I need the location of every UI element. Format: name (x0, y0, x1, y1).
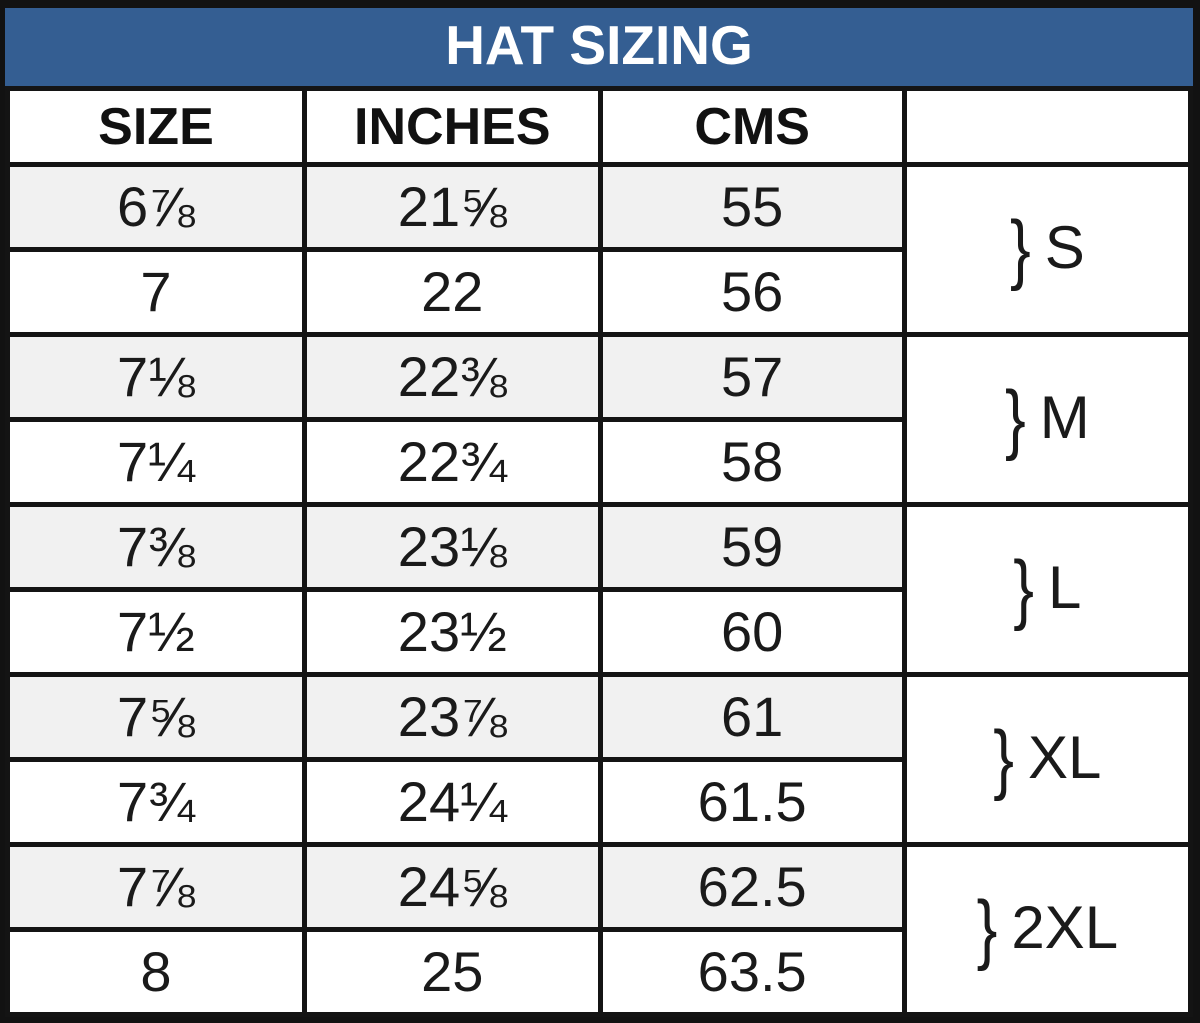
hat-sizing-table: SIZE INCHES CMS 6⅞ 21⅝ 55 } S 7 22 56 7 (5, 86, 1194, 1017)
size-cell: 7⅞ (5, 842, 307, 932)
brace-icon: } (1013, 545, 1035, 632)
table-row: 8 25 63.5 (5, 927, 1191, 1017)
size-cell: 7½ (5, 587, 307, 677)
size-cell: 7⅜ (5, 502, 307, 592)
size-group-cell-m: } M (901, 332, 1194, 507)
table-title: HAT SIZING (445, 13, 753, 76)
inches-cell: 22⅜ (301, 332, 603, 422)
size-cell: 7¾ (5, 757, 307, 847)
size-group-label: XL (1028, 723, 1102, 791)
cms-cell: 58 (597, 417, 907, 507)
brace-icon: } (1009, 205, 1031, 292)
size-group-label: 2XL (1011, 893, 1119, 961)
inches-cell: 23⅞ (301, 672, 603, 762)
size-group-cell-xl: } XL (901, 672, 1194, 847)
cms-cell: 61.5 (597, 757, 907, 847)
inches-cell: 22 (301, 247, 603, 337)
size-group-label: S (1044, 213, 1085, 281)
brace-icon: } (976, 885, 998, 972)
table-row: 7½ 23½ 60 (5, 587, 1191, 677)
inches-cell: 22¾ (301, 417, 603, 507)
table-header-row: SIZE INCHES CMS (5, 86, 1194, 167)
inches-cell: 24¼ (301, 757, 603, 847)
size-group-cell-2xl: } 2XL (901, 842, 1194, 1017)
size-group-label: M (1039, 383, 1090, 451)
cms-cell: 56 (597, 247, 907, 337)
inches-cell: 24⅝ (301, 842, 603, 932)
cms-cell: 60 (597, 587, 907, 677)
size-column-header: SIZE (5, 86, 307, 167)
size-cell: 6⅞ (5, 162, 307, 252)
cms-column-header: CMS (597, 86, 907, 167)
table-row: 7⅝ 23⅞ 61 } XL (5, 672, 1194, 847)
table-row: 7⅜ 23⅛ 59 } L (5, 502, 1194, 677)
inches-cell: 23½ (301, 587, 603, 677)
inches-cell: 25 (301, 927, 603, 1017)
group-column-header (901, 86, 1194, 167)
table-row: 7⅛ 22⅜ 57 } M (5, 332, 1194, 507)
size-group-label: L (1048, 553, 1082, 621)
size-group-cell-s: } S (901, 162, 1194, 337)
size-cell: 7 (5, 247, 307, 337)
size-cell: 8 (5, 927, 307, 1017)
table-row: 7¾ 24¼ 61.5 (5, 757, 1191, 847)
brace-icon: } (1004, 375, 1026, 462)
inches-column-header: INCHES (301, 86, 603, 167)
table-title-bar: HAT SIZING (5, 8, 1193, 86)
cms-cell: 63.5 (597, 927, 907, 1017)
cms-cell: 61 (597, 672, 907, 762)
size-cell: 7⅝ (5, 672, 307, 762)
inches-cell: 23⅛ (301, 502, 603, 592)
size-group-cell-l: } L (901, 502, 1194, 677)
cms-cell: 59 (597, 502, 907, 592)
cms-cell: 62.5 (597, 842, 907, 932)
inches-cell: 21⅝ (301, 162, 603, 252)
table-row: 7 22 56 (5, 247, 1191, 337)
table-row: 6⅞ 21⅝ 55 } S (5, 162, 1194, 337)
cms-cell: 57 (597, 332, 907, 422)
size-cell: 7⅛ (5, 332, 307, 422)
table-row: 7¼ 22¾ 58 (5, 417, 1191, 507)
size-cell: 7¼ (5, 417, 307, 507)
cms-cell: 55 (597, 162, 907, 252)
brace-icon: } (993, 715, 1014, 802)
table-row: 7⅞ 24⅝ 62.5 } 2XL (5, 842, 1194, 1017)
